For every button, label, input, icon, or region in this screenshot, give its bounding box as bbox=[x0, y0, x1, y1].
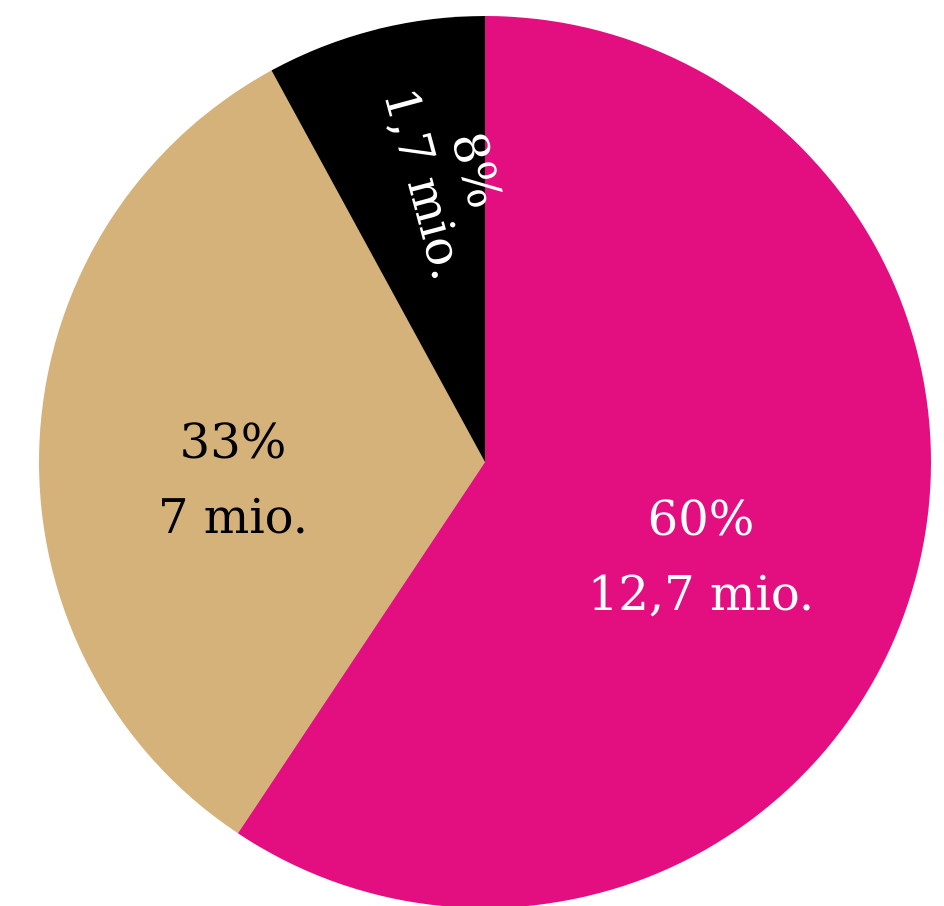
pie-slice-1 bbox=[38, 70, 485, 834]
slice-label-value-1: 7 mio. bbox=[158, 489, 308, 545]
slice-label-value-0: 12,7 mio. bbox=[588, 566, 814, 622]
pie-labels: 60% 12,7 mio. 33% 7 mio. 8% 1,7 mio. bbox=[158, 82, 814, 622]
pie-slice-0 bbox=[237, 16, 932, 906]
pie-slice-2 bbox=[271, 16, 485, 462]
pie-slices bbox=[38, 16, 932, 906]
slice-label-percent-1: 33% bbox=[180, 414, 287, 470]
slice-label-percent-0: 60% bbox=[648, 491, 755, 547]
